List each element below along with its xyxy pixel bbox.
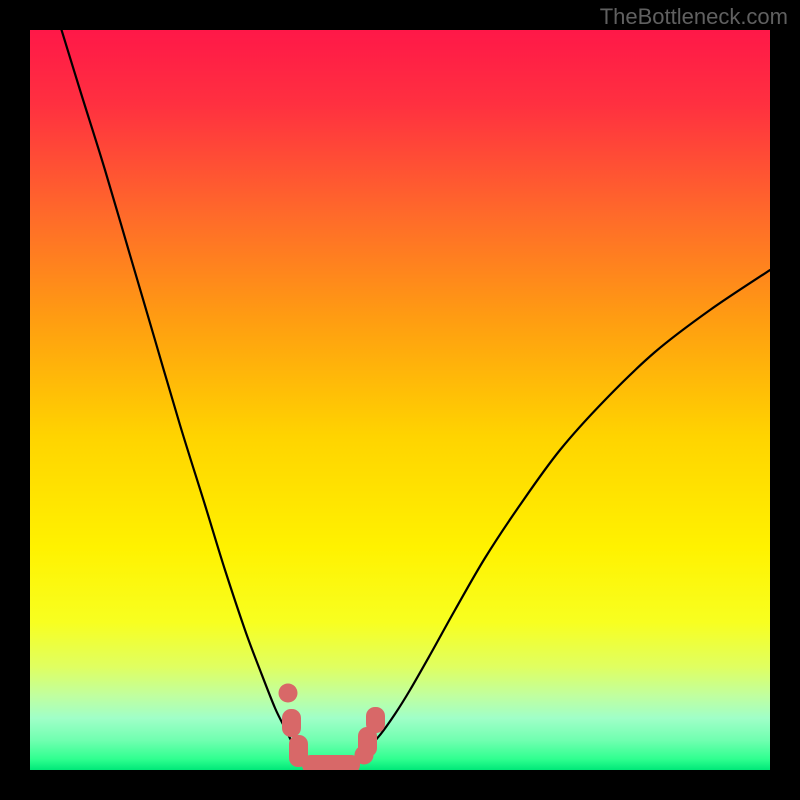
marker-segment — [302, 755, 360, 770]
marker-segment — [279, 684, 298, 703]
marker-svg — [30, 30, 770, 770]
marker-segment — [282, 709, 301, 737]
marker-group — [279, 684, 386, 771]
plot-area — [30, 30, 770, 770]
watermark-text: TheBottleneck.com — [600, 4, 788, 30]
canvas-outer: TheBottleneck.com — [0, 0, 800, 800]
marker-segment — [366, 707, 385, 733]
